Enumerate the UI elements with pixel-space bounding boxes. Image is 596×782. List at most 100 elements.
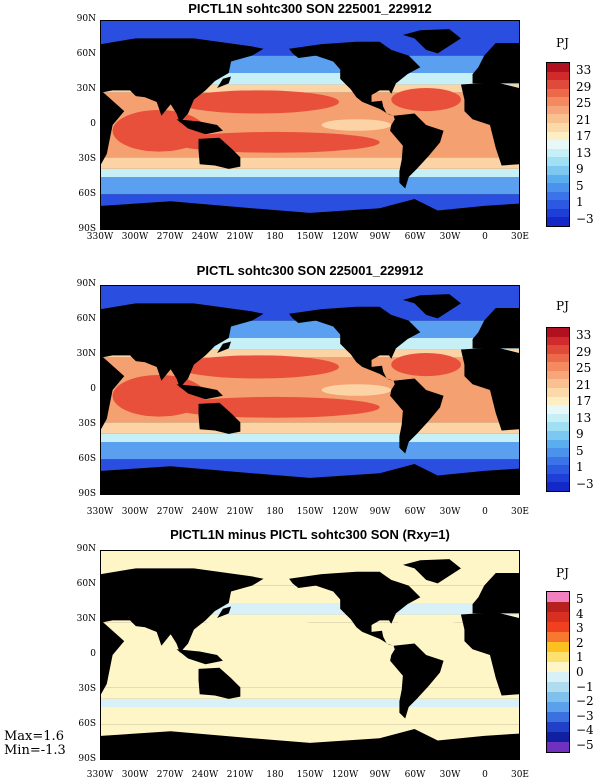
- land-japan: [217, 341, 232, 354]
- colorbar-label: 25: [576, 96, 592, 111]
- land-asia_europe: [101, 568, 264, 653]
- lon-label: 150W: [296, 232, 324, 242]
- ocean-band: [101, 168, 519, 177]
- land-asia_europe: [101, 38, 264, 123]
- ocean-band: [101, 177, 519, 195]
- colorbar-label: 25: [576, 361, 592, 376]
- lon-label: 90W: [369, 507, 391, 517]
- colorbar-swatch: [547, 622, 569, 632]
- colorbar-label: 9: [576, 427, 584, 442]
- colorbar-swatch: [547, 473, 569, 483]
- lon-label: 90W: [369, 232, 391, 242]
- colorbar-swatch: [547, 114, 569, 124]
- colorbar-swatch: [547, 80, 569, 89]
- lat-label: 90N: [76, 14, 96, 24]
- colorbar-swatch: [547, 413, 569, 423]
- land-australia: [198, 137, 241, 169]
- lon-label: 210W: [226, 232, 254, 242]
- colorbar-swatch: [547, 379, 569, 389]
- colorbar-label: −3: [576, 212, 594, 226]
- colorbar-swatch: [547, 336, 569, 346]
- colorbar-label: 5: [576, 443, 584, 458]
- lat-label: 60S: [78, 719, 96, 729]
- colorbar-swatch: [547, 682, 569, 692]
- colorbar-swatch: [547, 612, 569, 622]
- colorbar-swatch: [547, 200, 569, 209]
- colorbar-label: 21: [576, 377, 592, 392]
- land-africa_main: [460, 82, 519, 166]
- colorbar-swatch: [547, 217, 569, 226]
- land-n_america: [289, 41, 421, 116]
- panel-1-map: [100, 20, 520, 230]
- warm-pool: [176, 90, 340, 114]
- panel-2-colorbar: [546, 327, 570, 492]
- warm-pool: [391, 353, 461, 377]
- ocean-band: [101, 422, 519, 434]
- colorbar-swatch: [547, 482, 569, 491]
- lon-label: 300W: [121, 507, 149, 517]
- ocean-band: [101, 157, 519, 169]
- panel-3-title: PICTL1N minus PICTL sohtc300 SON (Rxy=1): [170, 527, 450, 542]
- colorbar-label: −5: [576, 738, 594, 752]
- lon-label: 120W: [331, 232, 359, 242]
- colorbar-label: 33: [576, 63, 592, 77]
- stats-min: Min=-1.3: [4, 743, 66, 758]
- land-europe: [472, 307, 519, 349]
- lat-label: 60S: [78, 454, 96, 464]
- land-africa_main: [460, 612, 519, 696]
- land-africa_east: [101, 355, 125, 430]
- colorbar-label: 29: [576, 344, 592, 359]
- land-japan: [217, 76, 232, 89]
- lat-label: 90S: [78, 754, 96, 764]
- land-india: [145, 362, 171, 381]
- colorbar-swatch: [547, 439, 569, 449]
- colorbar-swatch: [547, 165, 569, 175]
- land-africa_east: [101, 90, 125, 165]
- colorbar-label: 5: [576, 592, 584, 606]
- panel-3-unit: PJ: [556, 566, 569, 580]
- colorbar-swatch: [547, 448, 569, 457]
- colorbar-swatch: [547, 157, 569, 166]
- lon-label: 240W: [191, 770, 219, 780]
- land-n_america: [289, 571, 421, 646]
- ocean-band: [101, 707, 519, 725]
- colorbar-swatch: [547, 742, 569, 752]
- warm-pool: [112, 639, 206, 682]
- colorbar-swatch: [547, 405, 569, 414]
- ocean-band: [101, 698, 519, 707]
- panel-3-map-svg: [101, 551, 519, 759]
- lon-label: 60W: [404, 232, 426, 242]
- cold-tongue: [321, 649, 392, 661]
- colorbar-swatch: [547, 88, 569, 98]
- land-greenland: [402, 294, 461, 319]
- land-antarctica: [101, 463, 519, 494]
- colorbar-label: 5: [576, 178, 584, 193]
- colorbar-swatch: [547, 672, 569, 682]
- land-s_america: [390, 113, 444, 189]
- colorbar-label: 2: [576, 635, 584, 650]
- ocean-band: [101, 687, 519, 699]
- colorbar-label: 3: [576, 621, 584, 636]
- land-greenland: [402, 29, 461, 54]
- colorbar-swatch: [547, 388, 569, 397]
- colorbar-swatch: [547, 345, 569, 354]
- colorbar-swatch: [547, 63, 569, 72]
- warm-pool: [176, 620, 340, 644]
- colorbar-swatch: [547, 71, 569, 81]
- lon-label: 270W: [156, 507, 184, 517]
- panel-1-title: PICTL1N sohtc300 SON 225001_229912: [188, 1, 432, 16]
- lon-label: 180: [266, 507, 284, 517]
- colorbar-label: 13: [576, 410, 592, 425]
- colorbar-swatch: [547, 430, 569, 440]
- lon-label: 300W: [121, 232, 149, 242]
- panel-3-map: [100, 550, 520, 760]
- lon-label: 270W: [156, 770, 184, 780]
- colorbar-label: 17: [576, 129, 592, 144]
- cold-tongue: [321, 119, 392, 131]
- land-n_america: [289, 306, 421, 381]
- lon-label: 30E: [510, 770, 530, 780]
- warm-pool: [112, 109, 206, 152]
- land-africa_east: [101, 620, 125, 695]
- land-india: [145, 627, 171, 646]
- colorbar-swatch: [547, 702, 569, 712]
